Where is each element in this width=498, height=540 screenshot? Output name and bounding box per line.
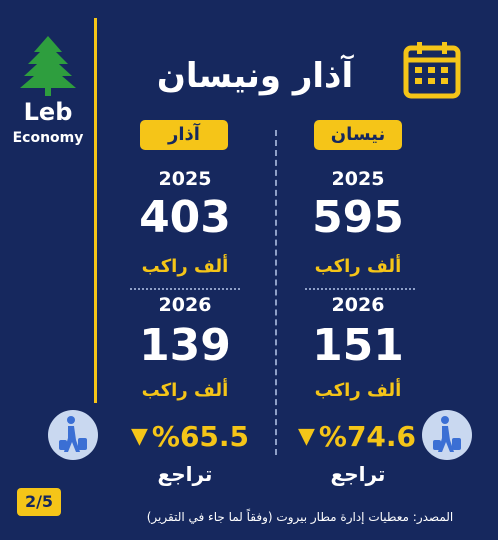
calendar-icon [403,42,461,99]
separator [130,288,240,290]
cedar-logo [20,36,76,96]
brand-subtitle: Economy [12,130,84,146]
month-label: نيسان [314,120,402,150]
unit: ألف راكب [314,380,402,401]
year: 2026 [331,294,385,316]
unit: ألف راكب [141,380,229,401]
direction: تراجع [157,462,213,486]
change-value: %74.6 [318,420,417,453]
value: 403 [139,192,231,243]
separator [305,288,415,290]
change-value: %65.5 [151,420,250,453]
month-label: آذار [140,120,228,150]
traveler-icon [422,410,472,460]
brand-name: Leb [23,98,73,126]
unit: ألف راكب [314,256,402,277]
value: 151 [312,320,404,371]
change: ▼ %74.6 [272,420,442,453]
title: آذار ونيسان [156,56,354,96]
direction: تراجع [330,462,386,486]
year: 2025 [331,168,385,190]
divider [275,130,277,455]
traveler-icon [48,410,98,460]
down-arrow: ▼ [130,424,148,449]
source: المصدر: معطيات إدارة مطار بيروت (وفقاً ل… [146,510,454,524]
change: ▼ %65.5 [105,420,275,453]
page-number: 2/5 [17,488,61,516]
year: 2025 [158,168,212,190]
down-arrow: ▼ [297,424,315,449]
year: 2026 [158,294,212,316]
sidebar-line [94,18,97,403]
value: 595 [312,192,404,243]
value: 139 [139,320,231,371]
unit: ألف راكب [141,256,229,277]
